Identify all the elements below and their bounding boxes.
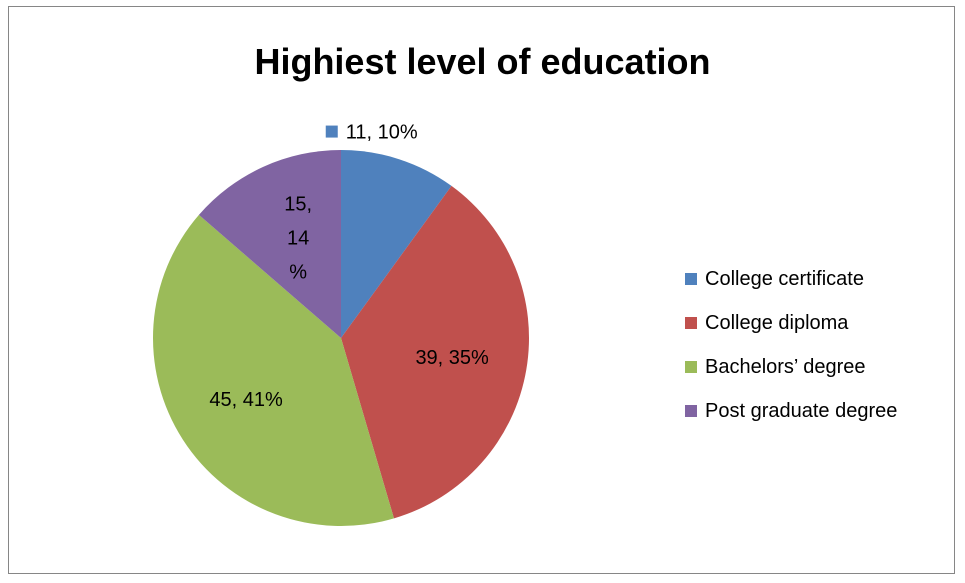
legend-label-college-certificate: College certificate [705,267,864,290]
chart-frame: Highiest level of education 11, 10% 39, 3… [8,6,955,574]
legend-item-bachelors-degree: Bachelors’ degree [685,345,897,389]
legend: College certificate College diploma Bach… [685,257,897,433]
legend-item-post-graduate-degree: Post graduate degree [685,389,897,433]
pie-slice-bachelors-degree [153,214,394,526]
legend-swatch-post-graduate-degree [685,405,697,417]
pie-slice-college-diploma [341,185,529,519]
pie-chart: 11, 10% 39, 35% 45, 41% 15, 14% [153,122,529,526]
pie-slice-college-certificate [341,150,452,338]
data-label-bachelors-degree: 45, 41% [209,389,283,411]
legend-swatch-college-diploma [685,317,697,329]
data-label-marker-college-certificate [325,125,338,138]
chart-title: Highiest level of education [254,41,711,82]
pie-slice-post-graduate-degree [198,150,341,338]
legend-label-bachelors-degree: Bachelors’ degree [705,355,866,378]
legend-swatch-bachelors-degree [685,361,697,373]
data-label-post-graduate-degree: 15, 14% [284,193,312,283]
legend-swatch-college-certificate [685,273,697,285]
data-label-college-certificate: 11, 10% [346,122,418,144]
legend-label-post-graduate-degree: Post graduate degree [705,399,898,422]
data-label-college-diploma: 39, 35% [415,347,489,369]
legend-item-college-diploma: College diploma [685,301,897,345]
legend-item-college-certificate: College certificate [685,257,897,301]
legend-label-college-diploma: College diploma [705,311,849,334]
